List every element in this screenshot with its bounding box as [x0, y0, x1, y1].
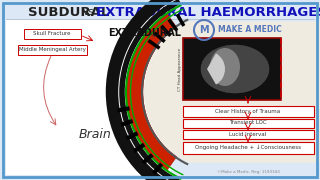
Text: Brain: Brain — [79, 129, 111, 141]
FancyBboxPatch shape — [182, 105, 314, 116]
Ellipse shape — [201, 45, 269, 93]
Text: MAKE A MEDIC: MAKE A MEDIC — [218, 26, 282, 35]
Text: EXTRADURAL: EXTRADURAL — [108, 28, 181, 38]
FancyBboxPatch shape — [182, 141, 314, 154]
Ellipse shape — [210, 48, 240, 86]
Text: Middle Meningeal Artery: Middle Meningeal Artery — [19, 47, 85, 52]
FancyBboxPatch shape — [6, 20, 171, 175]
FancyBboxPatch shape — [18, 44, 86, 55]
Text: CT Head Appearance: CT Head Appearance — [178, 47, 182, 91]
Text: M: M — [199, 25, 209, 35]
Text: Skull Fracture: Skull Fracture — [33, 31, 71, 36]
Polygon shape — [126, 13, 177, 171]
FancyBboxPatch shape — [23, 28, 81, 39]
FancyBboxPatch shape — [182, 118, 314, 127]
FancyBboxPatch shape — [183, 38, 281, 100]
Text: vs: vs — [83, 7, 95, 17]
Text: Clear History of Trauma: Clear History of Trauma — [215, 109, 281, 114]
Polygon shape — [144, 21, 320, 163]
Text: Lucid Interval: Lucid Interval — [229, 132, 267, 136]
Text: SUBDURAL: SUBDURAL — [28, 6, 109, 19]
Text: Ongoing Headache + ↓Consciousness: Ongoing Headache + ↓Consciousness — [195, 145, 301, 150]
Text: ©Make a Medic. Reg: 1193343: ©Make a Medic. Reg: 1193343 — [217, 170, 279, 174]
Text: EXTRADURAL HAEMORRHAGES: EXTRADURAL HAEMORRHAGES — [96, 6, 320, 19]
Text: Transient LOC: Transient LOC — [229, 120, 267, 125]
Wedge shape — [207, 53, 225, 85]
FancyBboxPatch shape — [182, 129, 314, 138]
